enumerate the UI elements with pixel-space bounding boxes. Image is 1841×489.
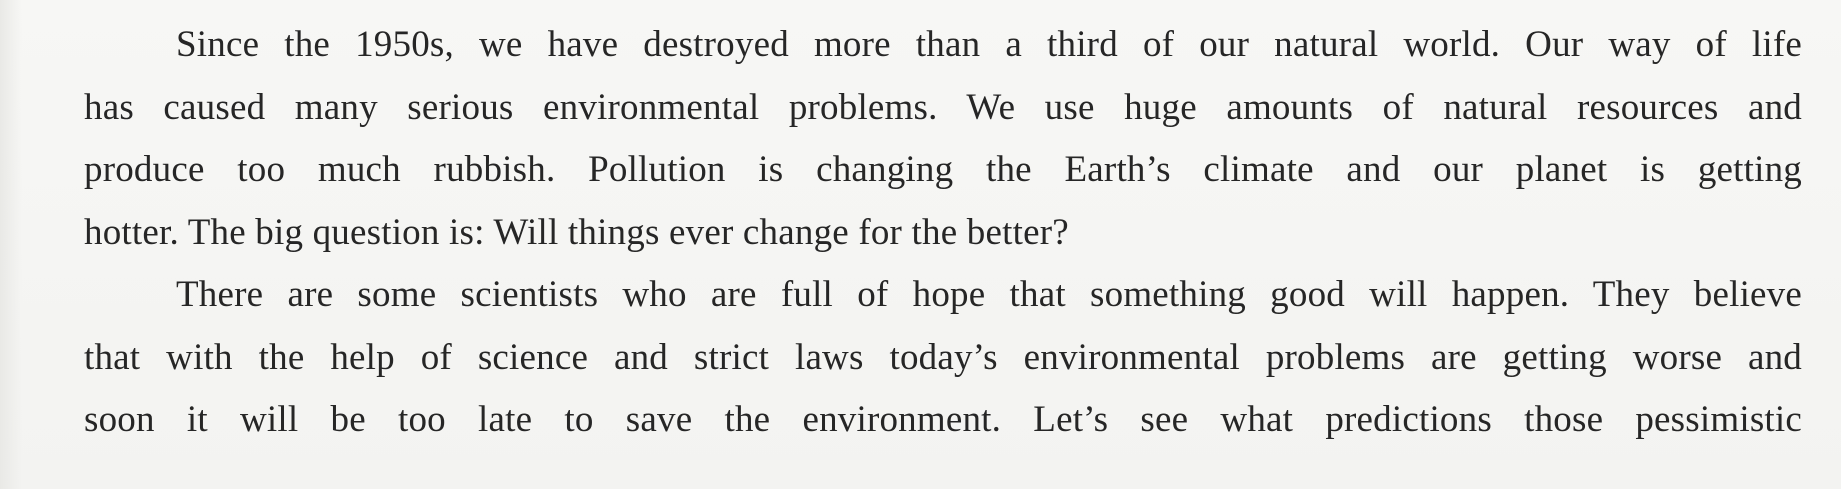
paragraph-1-line-3: produce too much rubbish. Pollution is c…	[84, 149, 1802, 190]
paragraph-2-line-3: soon it will be too late to save the env…	[84, 399, 1802, 440]
text-body: Since the 1950s, we have destroyed more …	[84, 14, 1802, 452]
paragraph-1-line-2: has caused many serious environmental pr…	[84, 86, 1802, 128]
paragraph-2-line-2: that with the help of science and strict…	[84, 336, 1802, 378]
paragraph-1-line-1: Since the 1950s, we have destroyed more …	[176, 24, 1802, 65]
paragraph-1-line-4: hotter. The big question is: Will things…	[84, 211, 1069, 253]
paragraph-1: Since the 1950s, we have destroyed more …	[84, 14, 1802, 264]
paragraph-2: There are some scientists who are full o…	[84, 264, 1802, 452]
paragraph-2-line-1: There are some scientists who are full o…	[176, 274, 1802, 315]
page-edge-shadow	[0, 0, 22, 489]
